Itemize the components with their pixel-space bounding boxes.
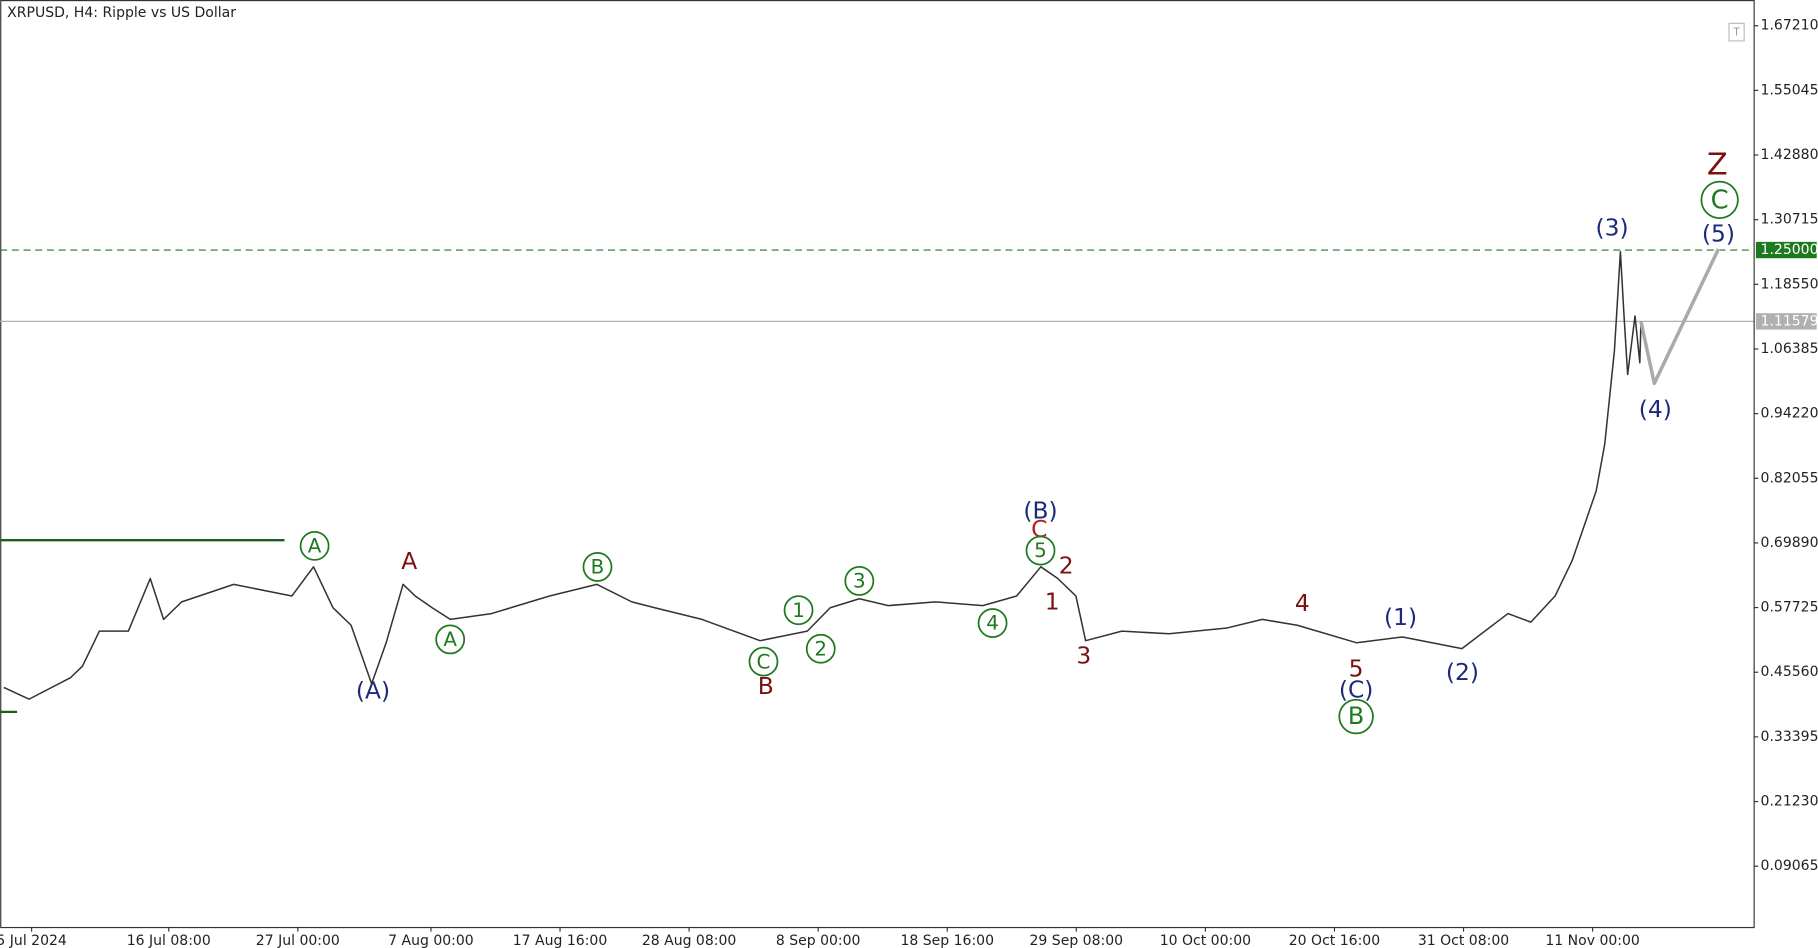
wave-label: 5 xyxy=(1349,654,1364,682)
wave-circle xyxy=(299,530,330,561)
wave-label: 3 xyxy=(1076,641,1091,669)
wave-circle xyxy=(1338,698,1374,735)
y-tick-label: 0.57725 xyxy=(1761,600,1818,616)
wave-label: 4 xyxy=(1295,589,1310,617)
wave-circle xyxy=(783,595,814,626)
y-tick-label: 0.82055 xyxy=(1761,470,1818,486)
wave-label: (4) xyxy=(1639,395,1672,423)
y-tick-label: 1.67210 xyxy=(1761,18,1818,34)
plot-border xyxy=(0,0,1755,929)
wave-circle xyxy=(435,624,466,655)
price-label-box xyxy=(1755,241,1817,259)
x-tick-label: 10 Oct 00:00 xyxy=(1160,933,1251,948)
y-tick-label: 0.94220 xyxy=(1761,406,1818,422)
wave-circle xyxy=(844,566,875,596)
wave-circle xyxy=(977,608,1008,638)
x-tick-label: 16 Jul 08:00 xyxy=(127,933,211,948)
wave-label: B xyxy=(591,556,605,579)
x-tick-label: 5 Jul 2024 xyxy=(0,933,67,948)
wave-label: 2 xyxy=(814,637,827,660)
wave-label: 4 xyxy=(986,612,999,635)
wave-circle xyxy=(1025,535,1056,566)
y-tick-label: 0.09065 xyxy=(1761,858,1818,874)
y-tick-label: 1.55045 xyxy=(1761,82,1818,98)
wave-label: Z xyxy=(1707,147,1728,182)
wave-circle xyxy=(582,552,613,582)
price-label: 1.25000 xyxy=(1761,242,1818,258)
trade-icon: T xyxy=(1732,27,1740,39)
wave-label: (C) xyxy=(1339,675,1374,703)
wave-label: A xyxy=(401,547,417,575)
y-tick-label: 1.06385 xyxy=(1761,341,1818,357)
x-tick-label: 28 Aug 08:00 xyxy=(642,933,737,948)
wave-label: B xyxy=(1348,702,1364,730)
wave-label: 1 xyxy=(792,599,805,622)
price-label-box xyxy=(1755,313,1817,330)
wave-label: (1) xyxy=(1384,603,1417,631)
wave-label: 1 xyxy=(1045,588,1060,616)
wave-label: A xyxy=(308,535,322,558)
forecast-line xyxy=(1639,248,1721,386)
wave-label: 5 xyxy=(1034,539,1047,562)
wave-circle xyxy=(805,633,836,664)
x-tick-label: 29 Sep 08:00 xyxy=(1030,933,1124,948)
wave-label: B xyxy=(758,672,774,700)
price-label: 1.11579 xyxy=(1761,313,1818,329)
y-tick-label: 0.45560 xyxy=(1761,664,1818,680)
x-tick-label: 20 Oct 16:00 xyxy=(1289,933,1380,948)
wave-label: C xyxy=(1711,186,1729,216)
trade-button[interactable] xyxy=(1728,22,1745,42)
x-tick-label: 11 Nov 00:00 xyxy=(1545,933,1640,948)
x-tick-label: 18 Sep 16:00 xyxy=(900,933,994,948)
wave-label: (2) xyxy=(1446,658,1479,686)
x-tick-label: 7 Aug 00:00 xyxy=(388,933,474,948)
y-tick-label: 0.21230 xyxy=(1761,794,1818,810)
wave-label: C xyxy=(757,650,771,673)
x-tick-label: 8 Sep 00:00 xyxy=(776,933,861,948)
wave-label: (5) xyxy=(1702,219,1735,247)
x-tick-label: 27 Jul 00:00 xyxy=(256,933,340,948)
y-tick-label: 0.33395 xyxy=(1761,729,1818,745)
wave-label: 3 xyxy=(853,570,866,593)
price-line xyxy=(3,250,1642,700)
y-tick-label: 0.69890 xyxy=(1761,535,1818,551)
y-tick-label: 1.42880 xyxy=(1761,147,1818,163)
y-tick-label: 1.30715 xyxy=(1761,212,1818,228)
wave-circle xyxy=(748,646,779,677)
x-tick-label: 17 Aug 16:00 xyxy=(513,933,608,948)
wave-label: A xyxy=(443,628,457,651)
wave-label: (A) xyxy=(356,677,390,705)
chart-title: XRPUSD, H4: Ripple vs US Dollar xyxy=(7,5,236,21)
wave-circle xyxy=(1700,180,1739,219)
y-tick-label: 1.18550 xyxy=(1761,276,1818,292)
wave-label: (B) xyxy=(1023,496,1057,524)
wave-label: 2 xyxy=(1059,551,1074,579)
wave-label: (3) xyxy=(1596,214,1629,242)
x-tick-label: 31 Oct 08:00 xyxy=(1418,933,1509,948)
